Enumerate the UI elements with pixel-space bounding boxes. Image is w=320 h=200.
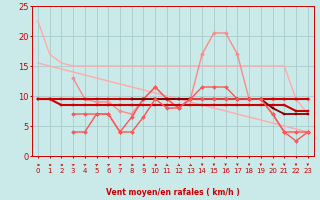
X-axis label: Vent moyen/en rafales ( km/h ): Vent moyen/en rafales ( km/h ) xyxy=(106,188,240,197)
